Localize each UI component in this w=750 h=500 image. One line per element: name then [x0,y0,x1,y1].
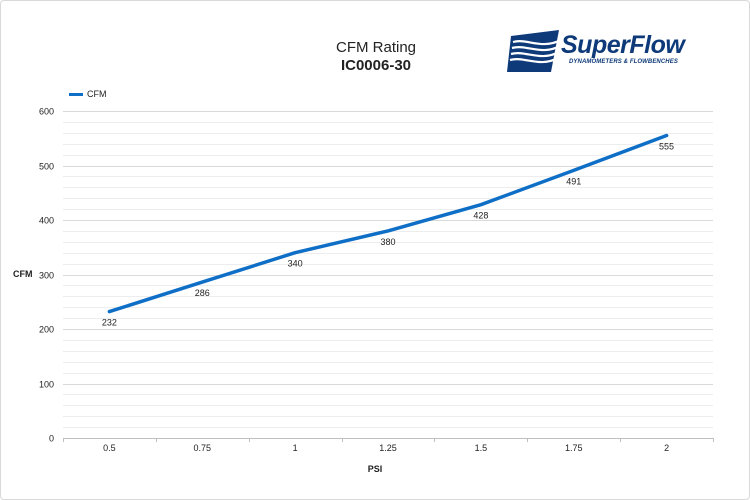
data-point [386,229,390,233]
legend-swatch [69,92,83,96]
x-axis-title: PSI [367,464,383,474]
x-tick-label: 1 [293,443,298,453]
y-tick-label: 600 [39,107,54,117]
superflow-logo: SuperFlow DYNAMOMETERS & FLOWBENCHES [507,28,707,74]
y-tick-label: 0 [49,434,54,444]
x-tick-label: 1.5 [475,443,488,453]
data-point [479,203,483,207]
chart-legend: CFM [69,89,107,99]
y-tick-label: 200 [39,325,54,335]
x-tick-label: 1.25 [379,443,397,453]
logo-tagline: DYNAMOMETERS & FLOWBENCHES [569,59,678,65]
data-label: 491 [566,176,581,186]
data-label: 428 [473,211,488,221]
x-tick-label: 1.75 [565,443,583,453]
data-label: 286 [195,288,210,298]
data-point [665,134,669,138]
minor-gridlines [63,122,713,428]
y-tick-label: 400 [39,216,54,226]
x-tick-label: 2 [664,443,669,453]
x-tick-label: 0.75 [194,443,212,453]
y-tick-label: 500 [39,162,54,172]
y-tick-label: 300 [39,271,54,281]
y-axis-title: CFM [13,269,33,279]
x-tick-label: 0.5 [103,443,116,453]
y-tick-labels: 0 100 200 300 400 500 600 [39,107,54,444]
logo-wordmark: SuperFlow [561,31,685,59]
data-labels: 232 286 340 380 428 491 555 [102,142,674,328]
series-group [107,133,669,314]
data-point [200,280,204,284]
chart-title: CFM Rating IC0006-30 [261,39,491,74]
data-point [293,251,297,255]
major-gridlines [63,111,714,442]
data-label: 232 [102,318,117,328]
legend-label: CFM [87,89,107,99]
chart-title-line1: CFM Rating [335,39,417,56]
chart-title-line2: IC0006-30 [340,57,412,74]
data-label: 340 [288,259,303,269]
data-point [107,310,111,314]
data-label: 380 [380,237,395,247]
data-point [572,168,576,172]
data-label: 555 [659,142,674,152]
x-tick-labels: 0.5 0.75 1 1.25 1.5 1.75 2 [103,443,669,453]
logo-swoosh-icon [507,30,562,72]
y-tick-label: 100 [39,380,54,390]
